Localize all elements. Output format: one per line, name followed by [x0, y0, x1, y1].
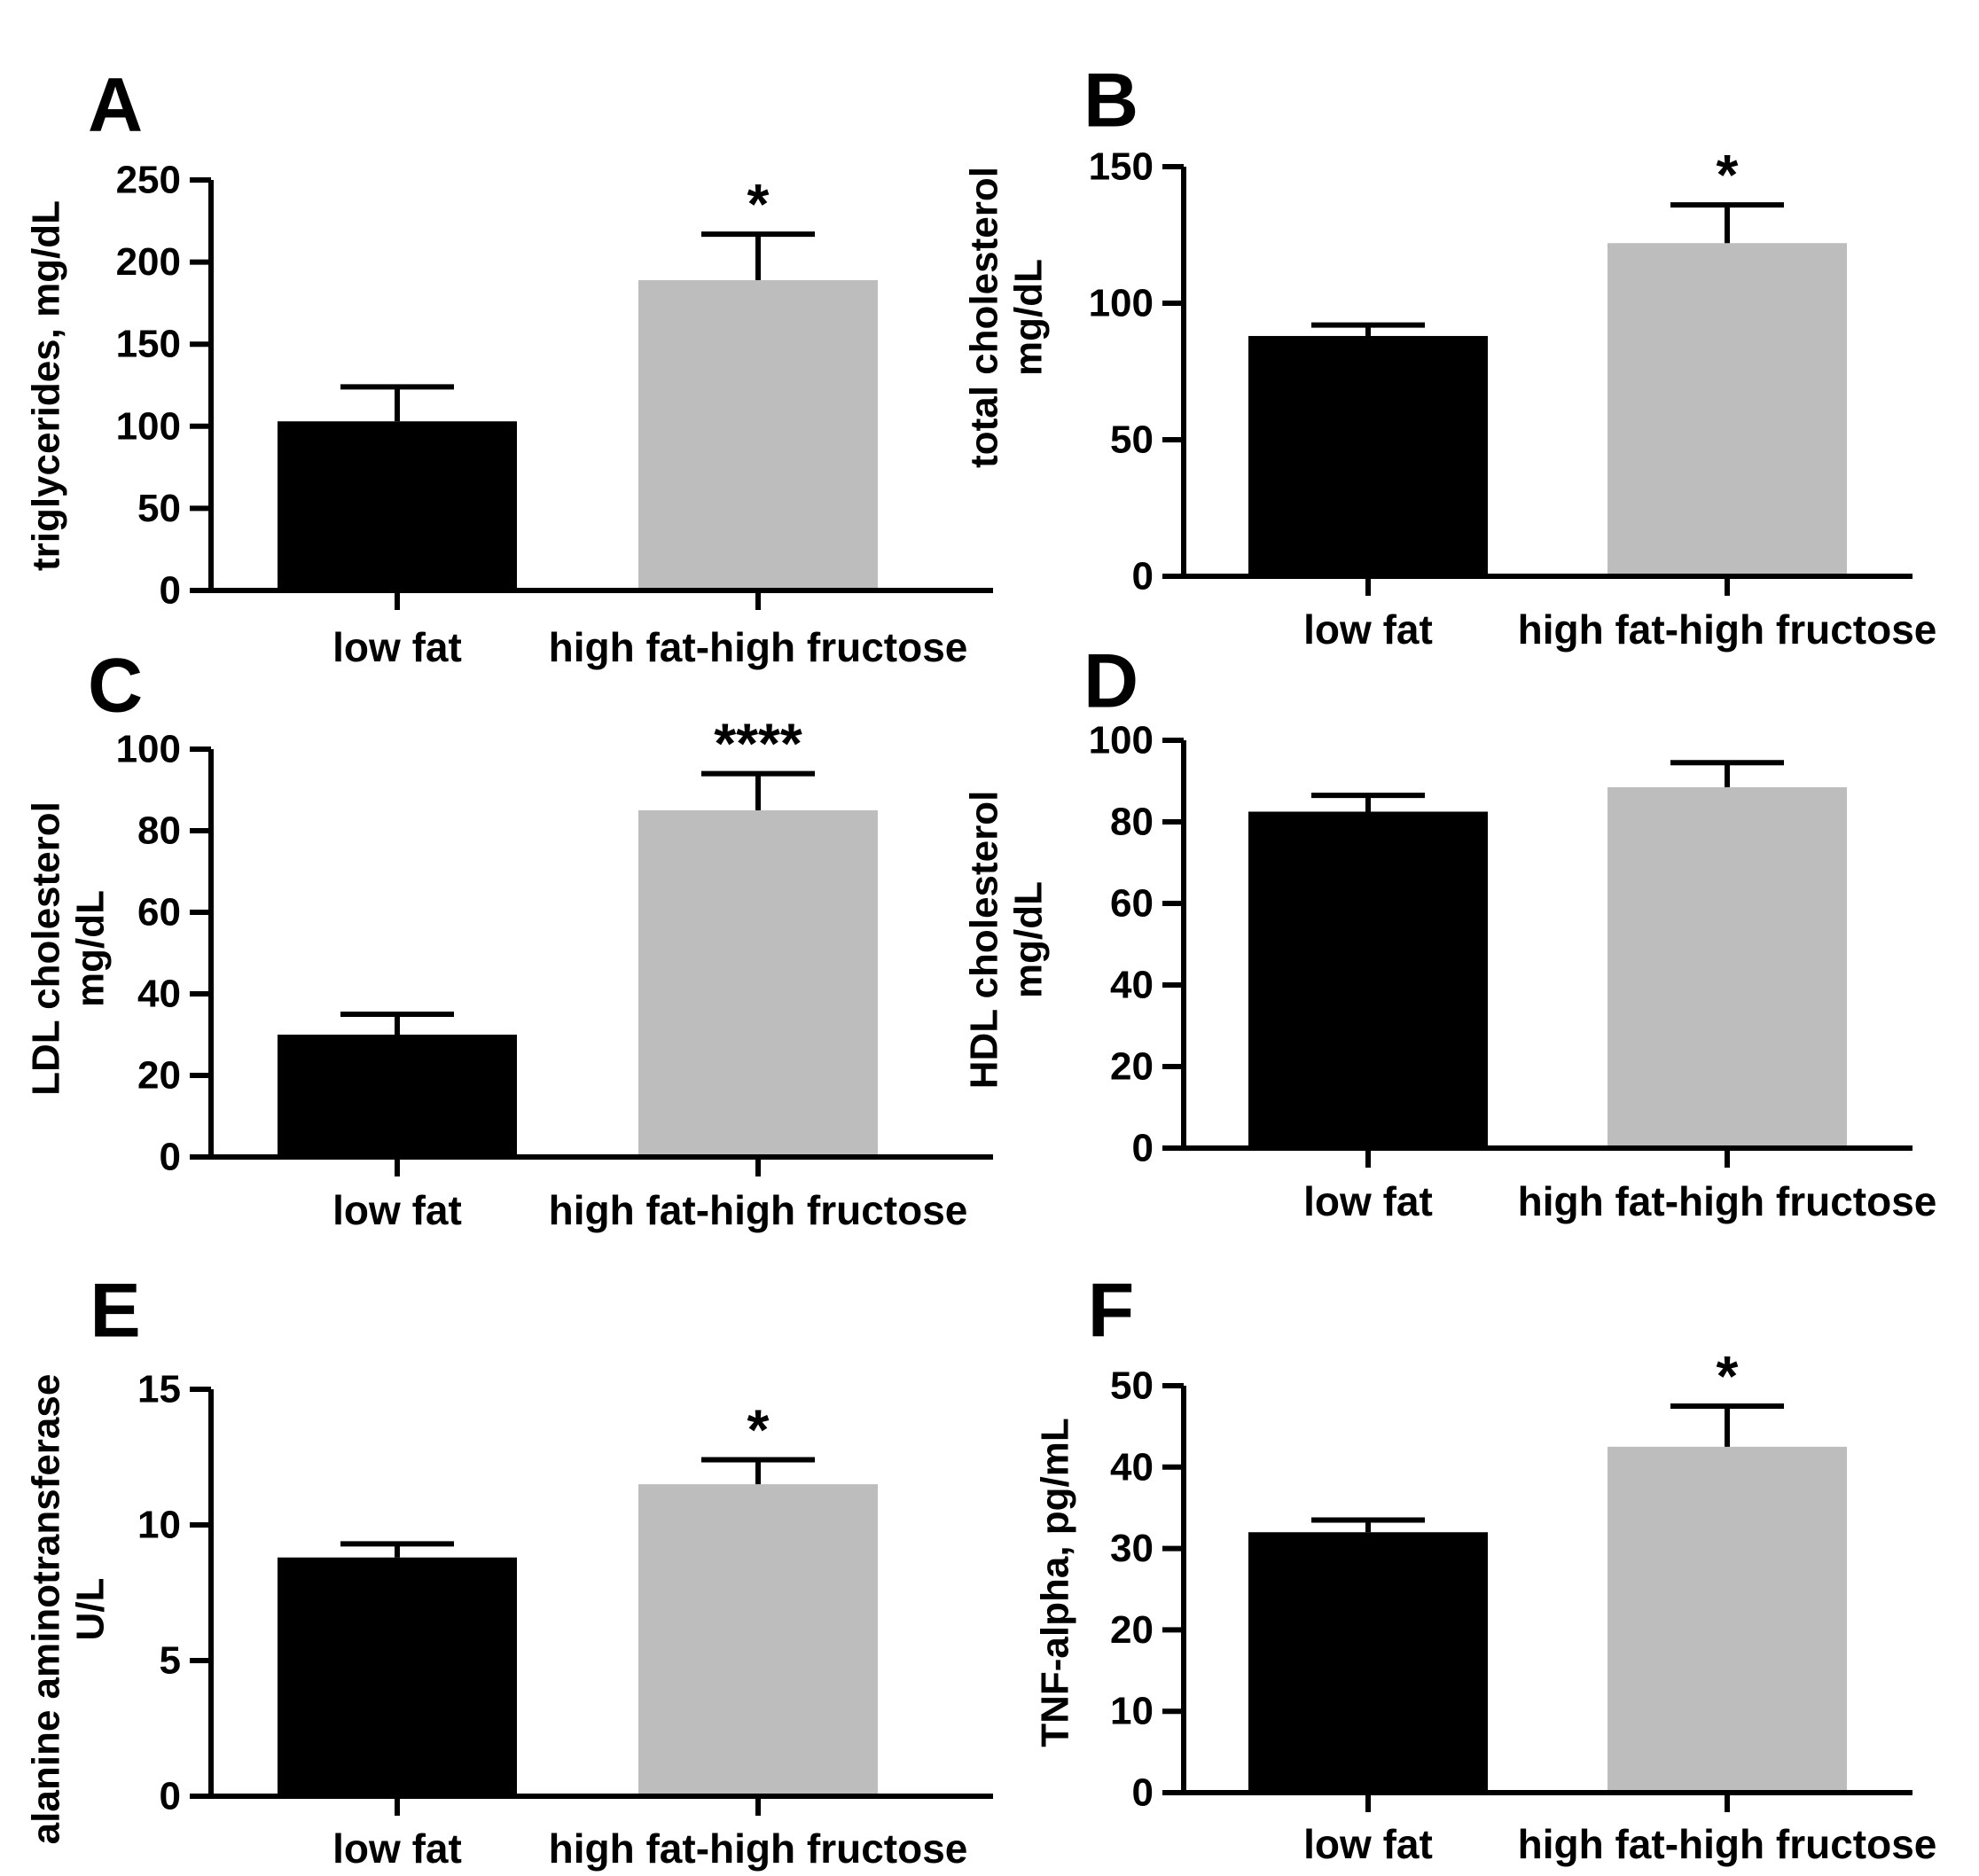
y-axis-title: HDL cholesterol mg/dL — [963, 791, 1051, 1090]
panel-c: C **** 0 20 40 60 80 100 low fat high fat-high fr… — [25, 644, 993, 1233]
x-category-label: high fat-high fructose — [1518, 606, 1937, 653]
panel-letter: D — [1083, 639, 1138, 724]
panel-b: B * 0 50 100 150 low fat high fat-high fructose… — [963, 59, 1937, 653]
panel-letter: C — [88, 644, 143, 729]
panel-d: D 0 20 40 60 80 100 low fat high fat-high fructo… — [963, 639, 1937, 1224]
panel-letter: B — [1083, 59, 1138, 144]
y-axis-title: total cholesterol mg/dL — [963, 167, 1051, 468]
y-axis-title-line: HDL cholesterol — [963, 791, 1006, 1090]
y-tick-label: 80 — [137, 809, 181, 853]
y-axis-title-line: total cholesterol — [963, 167, 1006, 468]
y-tick-label: 10 — [1110, 1690, 1154, 1733]
significance-marker: * — [1717, 143, 1739, 207]
bar-high-fat-high-fructose — [638, 279, 878, 590]
y-tick-label: 0 — [160, 1775, 181, 1818]
y-tick-label: 30 — [1110, 1527, 1154, 1570]
bar-low-fat — [1248, 811, 1488, 1148]
x-category-label: low fat — [332, 624, 462, 670]
y-tick-label: 250 — [116, 159, 181, 202]
x-category-label: high fat-high fructose — [549, 1187, 968, 1233]
y-tick-label: 0 — [160, 569, 181, 613]
bar-high-fat-high-fructose — [1607, 1446, 1847, 1793]
y-axis-title-line: U/L — [69, 1578, 113, 1641]
bar-high-fat-high-fructose — [638, 810, 878, 1157]
bar-low-fat — [1248, 335, 1488, 576]
y-axis-title-line: LDL cholesterol — [25, 801, 68, 1096]
y-tick-label: 50 — [137, 487, 181, 530]
y-tick-label: 60 — [1110, 882, 1154, 926]
y-tick-label: 50 — [1110, 418, 1154, 462]
y-tick-label: 100 — [116, 404, 181, 448]
significance-marker: * — [747, 1398, 770, 1462]
y-tick-label: 20 — [1110, 1045, 1154, 1089]
y-tick-label: 0 — [1132, 1127, 1154, 1170]
bar-high-fat-high-fructose — [1607, 786, 1847, 1148]
panel-letter: A — [88, 63, 143, 148]
panel-e: E * 0 5 10 15 low fat high fat-high fructose ala… — [25, 1269, 993, 1872]
y-tick-label: 40 — [137, 973, 181, 1016]
y-tick-label: 40 — [1110, 964, 1154, 1007]
x-category-label: low fat — [1303, 606, 1433, 653]
y-axis-title-line: mg/dL — [1007, 259, 1051, 376]
y-tick-label: 100 — [116, 728, 181, 771]
y-axis-title-line: mg/dL — [69, 890, 113, 1007]
y-tick-label: 10 — [137, 1504, 181, 1547]
bar-low-fat — [278, 1035, 517, 1157]
y-tick-label: 5 — [160, 1639, 181, 1683]
significance-marker: * — [747, 172, 770, 236]
y-tick-label: 20 — [1110, 1608, 1154, 1652]
x-category-label: low fat — [332, 1187, 462, 1233]
x-category-label: high fat-high fructose — [1518, 1178, 1937, 1224]
y-tick-label: 100 — [1089, 282, 1154, 325]
x-category-label: low fat — [1303, 1178, 1433, 1224]
panel-f: F * 0 10 20 30 40 50 low fat high fat-high fructo… — [1034, 1269, 1937, 1867]
y-tick-label: 0 — [1132, 1771, 1154, 1815]
y-axis-title-line: alanine aminotransferase — [25, 1374, 68, 1845]
y-tick-label: 50 — [1110, 1364, 1154, 1408]
x-category-label: high fat-high fructose — [549, 624, 968, 670]
y-axis-title: LDL cholesterol mg/dL — [25, 801, 113, 1096]
y-tick-label: 0 — [160, 1136, 181, 1179]
panel-a: A * 0 50 100 150 200 250 low fat high fat-high fr… — [25, 63, 993, 670]
y-tick-label: 200 — [116, 240, 181, 284]
bar-high-fat-high-fructose — [1607, 243, 1847, 576]
y-tick-label: 150 — [116, 323, 181, 366]
significance-marker: * — [1717, 1344, 1739, 1408]
significance-marker: **** — [714, 712, 802, 776]
y-axis-title-line: triglycerides, mg/dL — [25, 200, 68, 571]
y-tick-label: 60 — [137, 891, 181, 934]
y-tick-label: 150 — [1089, 145, 1154, 189]
x-category-label: low fat — [1303, 1821, 1433, 1867]
x-category-label: low fat — [332, 1825, 462, 1872]
bar-low-fat — [278, 421, 517, 590]
y-tick-label: 80 — [1110, 801, 1154, 844]
y-tick-label: 100 — [1089, 719, 1154, 762]
bar-low-fat — [1248, 1532, 1488, 1793]
bar-high-fat-high-fructose — [638, 1484, 878, 1796]
y-axis-title-line: mg/dL — [1007, 881, 1051, 998]
y-axis-title: TNF-alpha, pg/mL — [1034, 1418, 1077, 1747]
y-axis-title: triglycerides, mg/dL — [25, 200, 68, 571]
y-tick-label: 40 — [1110, 1445, 1154, 1489]
x-category-label: high fat-high fructose — [549, 1825, 968, 1872]
y-tick-label: 15 — [137, 1368, 181, 1411]
y-tick-label: 20 — [137, 1054, 181, 1098]
x-category-label: high fat-high fructose — [1518, 1821, 1937, 1867]
y-axis-title: alanine aminotransferase U/L — [25, 1374, 113, 1845]
y-tick-label: 0 — [1132, 555, 1154, 598]
y-axis-title-line: TNF-alpha, pg/mL — [1034, 1418, 1077, 1747]
panel-letter: F — [1088, 1269, 1135, 1354]
bar-low-fat — [278, 1557, 517, 1796]
panel-letter: E — [90, 1269, 140, 1354]
